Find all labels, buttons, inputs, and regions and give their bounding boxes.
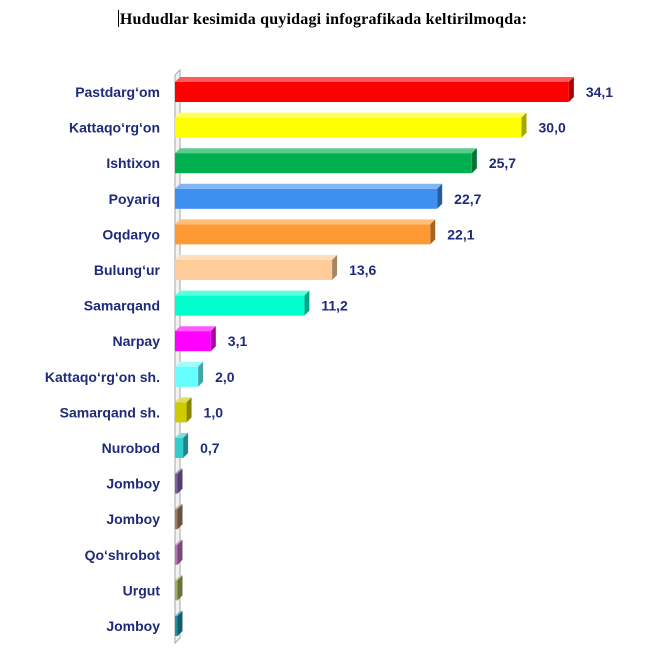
bar-side-face	[186, 397, 192, 423]
value-label: 1,0	[204, 404, 224, 420]
bar-front-face	[175, 473, 178, 494]
category-label: Urgut	[123, 582, 161, 598]
bar	[175, 397, 192, 423]
bar-top-face	[175, 611, 183, 616]
bar-top-face	[175, 575, 183, 581]
bar	[175, 361, 204, 387]
value-label: 34,1	[586, 84, 613, 100]
bar	[175, 77, 574, 102]
bar-side-face	[521, 112, 527, 138]
category-label: Pastdarg‘om	[75, 84, 160, 100]
bar	[175, 575, 183, 601]
value-label: 3,1	[228, 333, 248, 349]
bar-front-face	[175, 366, 199, 387]
bar-side-face	[437, 183, 443, 209]
bar-side-face	[210, 326, 216, 352]
bar	[175, 539, 183, 565]
category-label: Kattaqo‘rg‘on	[69, 120, 160, 136]
bar	[175, 433, 189, 458]
bar	[175, 148, 477, 174]
category-label: Jomboy	[106, 476, 160, 492]
bar-side-face	[177, 504, 183, 530]
value-label: 13,6	[349, 262, 376, 278]
bar-side-face	[183, 433, 189, 458]
bar-top-face	[175, 504, 183, 510]
category-label: Poyariq	[109, 191, 160, 207]
value-label: 22,7	[454, 191, 481, 207]
bar-top-face	[175, 468, 183, 474]
bar-front-face	[175, 295, 305, 316]
value-label: 22,1	[447, 226, 474, 242]
category-label: Oqdaryo	[102, 226, 160, 242]
bar-front-face	[175, 402, 187, 423]
bar	[175, 255, 338, 280]
bar-front-face	[175, 188, 438, 209]
bar-front-face	[175, 260, 333, 280]
category-label: Jomboy	[106, 511, 160, 527]
bar-top-face	[175, 77, 574, 82]
bar-top-face	[175, 112, 527, 118]
bar-side-face	[430, 219, 436, 245]
bar-front-face	[175, 82, 569, 102]
category-label: Jomboy	[106, 618, 160, 634]
bar-top-face	[175, 290, 310, 296]
bar-top-face	[175, 361, 204, 367]
bar-front-face	[175, 331, 211, 352]
bar-front-face	[175, 616, 178, 636]
bar-front-face	[175, 153, 472, 174]
bar-side-face	[177, 575, 183, 601]
bar-side-face	[177, 611, 183, 636]
bars-layer	[175, 77, 574, 636]
bar-front-face	[175, 438, 184, 458]
category-label: Kattaqo‘rg‘on sh.	[45, 369, 160, 385]
bar-front-face	[175, 544, 178, 565]
labels-layer: Pastdarg‘om 34,1 Kattaqo‘rg‘on 30,0 Ishtixon…	[45, 84, 613, 634]
category-label: Samarqand sh.	[60, 404, 160, 420]
bar-top-face	[175, 326, 216, 332]
bar-top-face	[175, 433, 189, 438]
bar-top-face	[175, 397, 192, 403]
bar-top-face	[175, 148, 477, 154]
bar	[175, 219, 436, 245]
bar-top-face	[175, 255, 338, 260]
bar-side-face	[471, 148, 477, 174]
bar-side-face	[177, 468, 183, 494]
bar-top-face	[175, 539, 183, 545]
category-label: Qo‘shrobot	[85, 547, 161, 563]
category-label: Bulung‘ur	[94, 262, 161, 278]
category-label: Narpay	[113, 333, 161, 349]
bar	[175, 183, 443, 209]
value-label: 0,7	[200, 440, 220, 456]
bar-side-face	[332, 255, 338, 280]
category-label: Samarqand	[84, 298, 160, 314]
value-label: 2,0	[215, 369, 235, 385]
value-label: 30,0	[539, 120, 566, 136]
value-label: 25,7	[489, 155, 516, 171]
category-label: Nurobod	[102, 440, 160, 456]
bar	[175, 290, 310, 316]
bar	[175, 504, 183, 530]
bar-side-face	[198, 361, 204, 387]
bar	[175, 112, 527, 138]
value-label: 11,2	[321, 298, 348, 314]
bar-side-face	[177, 539, 183, 565]
chart-title: Hududlar kesimida quyidagi infografikada…	[0, 10, 645, 29]
chart-title-text: Hududlar kesimida quyidagi infografikada…	[119, 11, 528, 28]
category-label: Ishtixon	[106, 155, 160, 171]
bar-front-face	[175, 580, 178, 601]
bar-side-face	[304, 290, 310, 316]
bar	[175, 468, 183, 494]
bar-front-face	[175, 509, 178, 530]
bar-side-face	[568, 77, 574, 102]
text-cursor	[117, 10, 119, 27]
bar-top-face	[175, 183, 443, 189]
bar-top-face	[175, 219, 436, 225]
bar	[175, 611, 183, 636]
bar	[175, 326, 216, 352]
bar-front-face	[175, 224, 431, 245]
bar-front-face	[175, 117, 522, 138]
